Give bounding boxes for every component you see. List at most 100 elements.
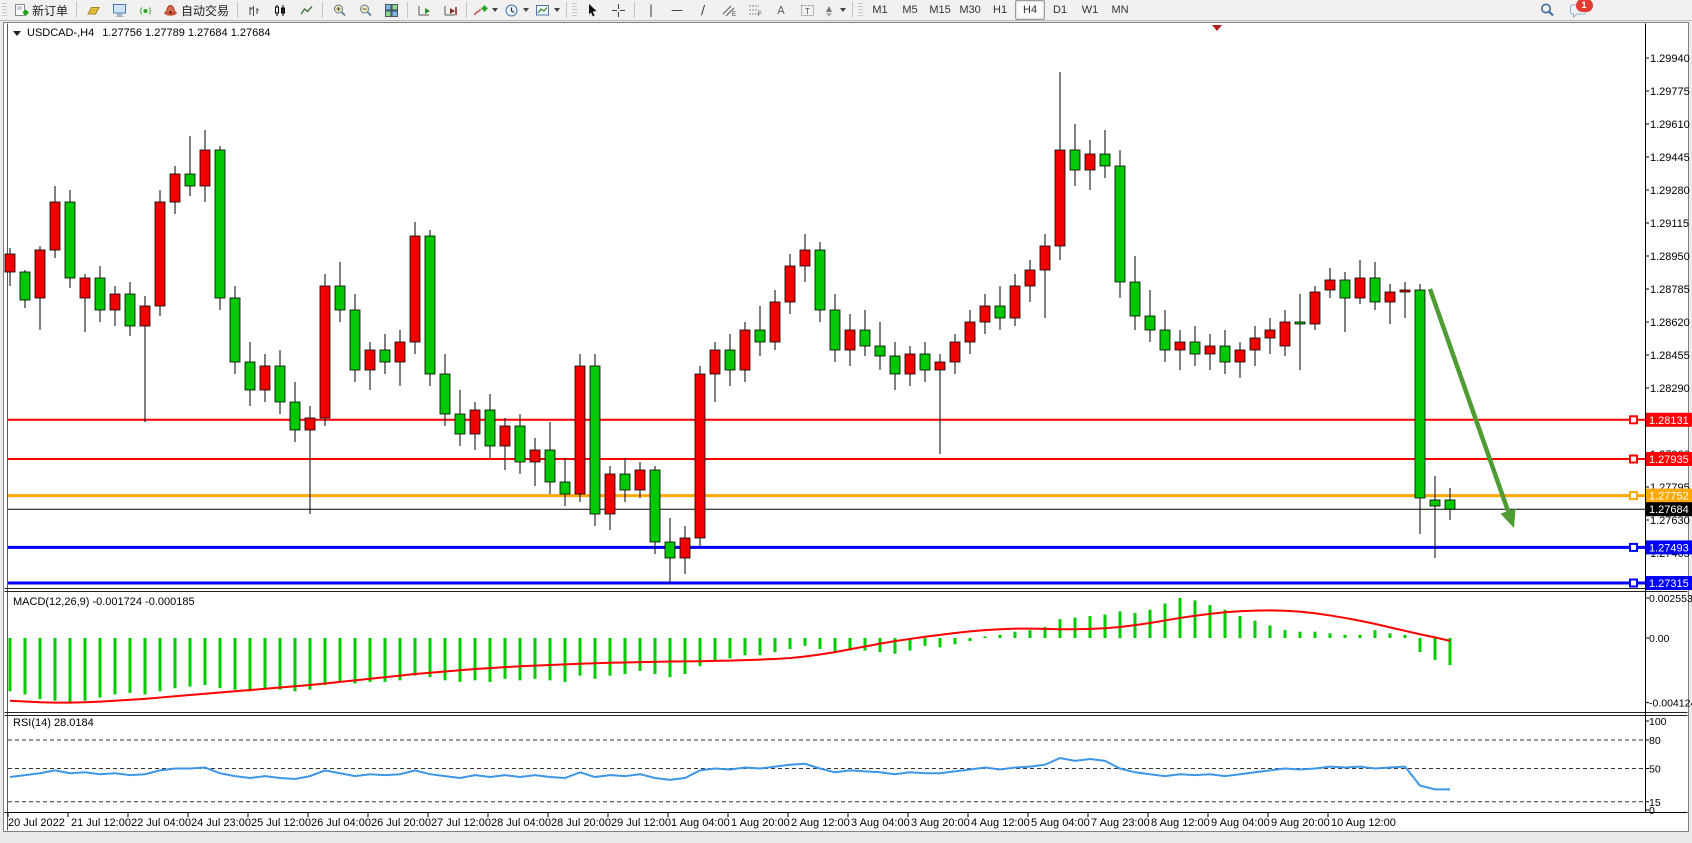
metaeditor-button[interactable] (80, 0, 106, 20)
tile-windows-button[interactable] (378, 0, 404, 20)
candle-body (859, 329, 871, 347)
arrows-tool-button[interactable] (820, 0, 849, 20)
trend-arrow-head[interactable] (1500, 508, 1516, 528)
candle-body (409, 235, 421, 343)
arrows-caret-icon (840, 8, 847, 12)
crosshair-tool-button[interactable] (605, 0, 631, 20)
line-drag-handle[interactable] (1629, 542, 1638, 552)
auto-scroll-button[interactable] (411, 0, 437, 20)
macd-pane: 0.002553 0.00 -0.004124 (8, 593, 1692, 710)
candle-body (784, 265, 796, 303)
price-tick-label: 1.28620 (1650, 317, 1690, 329)
arrows-icon (823, 3, 836, 18)
price-tick-label: 1.29610 (1650, 119, 1690, 131)
chart-canvas[interactable]: 1.29940 1.29775 1.29610 1.29445 1.29280 1.291… (0, 20, 1692, 843)
candle-body (649, 469, 661, 543)
timeframe-m1-button[interactable]: M1 (872, 4, 888, 16)
chart-menu-caret-icon[interactable] (13, 30, 21, 36)
candle-body (1249, 337, 1261, 351)
separator (466, 2, 468, 18)
time-tick-label: 10 Aug 12:00 (1331, 817, 1396, 829)
candle-body (1159, 329, 1171, 351)
rsi-scale-label: 15 (1649, 797, 1661, 809)
periods-button[interactable] (501, 0, 532, 20)
rsi-scale-label: 0 (1649, 805, 1655, 817)
rsi-pane: 100 80 50 150 (8, 716, 1667, 817)
line-chart-button[interactable] (293, 0, 319, 20)
chart-symbol-period: USDCAD-,H4 (27, 27, 95, 39)
toolbar-grip[interactable] (858, 3, 864, 17)
bar-chart-icon (247, 3, 262, 18)
timeframe-m5-button[interactable]: M5 (902, 4, 918, 16)
new-order-button[interactable]: 新订单 (9, 0, 73, 20)
candlestick-chart-button[interactable] (267, 0, 293, 20)
candle-body (514, 425, 526, 463)
search-button[interactable] (1534, 0, 1560, 20)
price-tag-label: 1.27493 (1649, 542, 1689, 554)
vertical-line-tool-button[interactable]: | (638, 0, 664, 20)
candle-body (919, 353, 931, 371)
toolbar-grip[interactable] (2, 3, 7, 17)
macd-scale-label: 0.00 (1649, 633, 1670, 645)
candle-body (619, 473, 631, 491)
candle-body (559, 481, 571, 495)
macd-scale-label: -0.004124 (1649, 698, 1692, 710)
candle-body (979, 305, 991, 323)
trend-arrow[interactable] (1427, 288, 1516, 528)
timeframe-h4-button[interactable]: H4 (1015, 0, 1046, 20)
fibonacci-tool-button[interactable]: F (742, 0, 768, 20)
rsi-scale-label: 100 (1649, 716, 1667, 728)
timeframe-h1-button[interactable]: H1 (993, 4, 1008, 16)
notifications-button[interactable]: 1 (1566, 0, 1593, 20)
candle-body (124, 293, 136, 327)
candle-body (289, 401, 301, 431)
zoom-out-button[interactable] (352, 0, 378, 20)
zoom-in-button[interactable] (326, 0, 352, 20)
bar-chart-button[interactable] (241, 0, 267, 20)
indicators-button[interactable] (470, 0, 501, 20)
timeframe-m15-button[interactable]: M15 (929, 4, 951, 16)
label-tool-button[interactable]: T (794, 0, 820, 20)
line-drag-handle[interactable] (1629, 578, 1638, 588)
line-drag-handle[interactable] (1629, 454, 1638, 464)
autotrading-button[interactable]: 自动交易 (158, 0, 234, 20)
candle-body (1414, 289, 1426, 499)
line-drag-handle[interactable] (1629, 491, 1638, 501)
timeframe-w1-button[interactable]: W1 (1081, 4, 1099, 16)
trend-arrow-shaft[interactable] (1427, 288, 1511, 512)
candle-body (214, 149, 226, 299)
channel-tool-button[interactable]: E (716, 0, 742, 20)
line-drag-handle[interactable] (1629, 415, 1638, 425)
trendline-tool-button[interactable]: / (690, 0, 716, 20)
candle-body (349, 309, 361, 371)
candle-body (1024, 269, 1036, 287)
channel-icon: E (721, 3, 737, 18)
candle-body (709, 349, 721, 375)
timeframe-mn-button[interactable]: MN (1111, 4, 1129, 16)
timeframe-d1-button[interactable]: D1 (1053, 4, 1068, 16)
time-tick-label: 28 Jul 04:00 (491, 817, 551, 829)
time-tick-label: 28 Jul 20:00 (551, 817, 611, 829)
time-tick-label: 24 Jul 23:00 (191, 817, 251, 829)
price-tag-label: 1.27935 (1649, 454, 1689, 466)
time-tick-label: 3 Aug 04:00 (851, 817, 910, 829)
cursor-tool-button[interactable] (579, 0, 605, 20)
chart-shift-marker[interactable] (1212, 25, 1222, 31)
main-toolbar: 新订单 自动交易 (0, 0, 1692, 21)
horizontal-line-tool-button[interactable]: — (664, 0, 690, 20)
signals-button[interactable] (132, 0, 158, 20)
toolbar-grip[interactable] (572, 3, 578, 17)
terminal-button[interactable] (106, 0, 132, 20)
candle-body (34, 249, 46, 299)
chart-shift-button[interactable] (437, 0, 463, 20)
price-tick-label: 1.29280 (1650, 185, 1690, 197)
zoom-out-icon (358, 3, 373, 18)
candle-body (1369, 277, 1381, 303)
candle-body (844, 329, 856, 351)
candle-body (469, 409, 481, 435)
timeframe-m30-button[interactable]: M30 (959, 4, 981, 16)
candle-body (244, 361, 256, 391)
candle-body (889, 355, 901, 375)
templates-button[interactable] (532, 0, 563, 20)
text-tool-button[interactable]: A (768, 0, 794, 20)
